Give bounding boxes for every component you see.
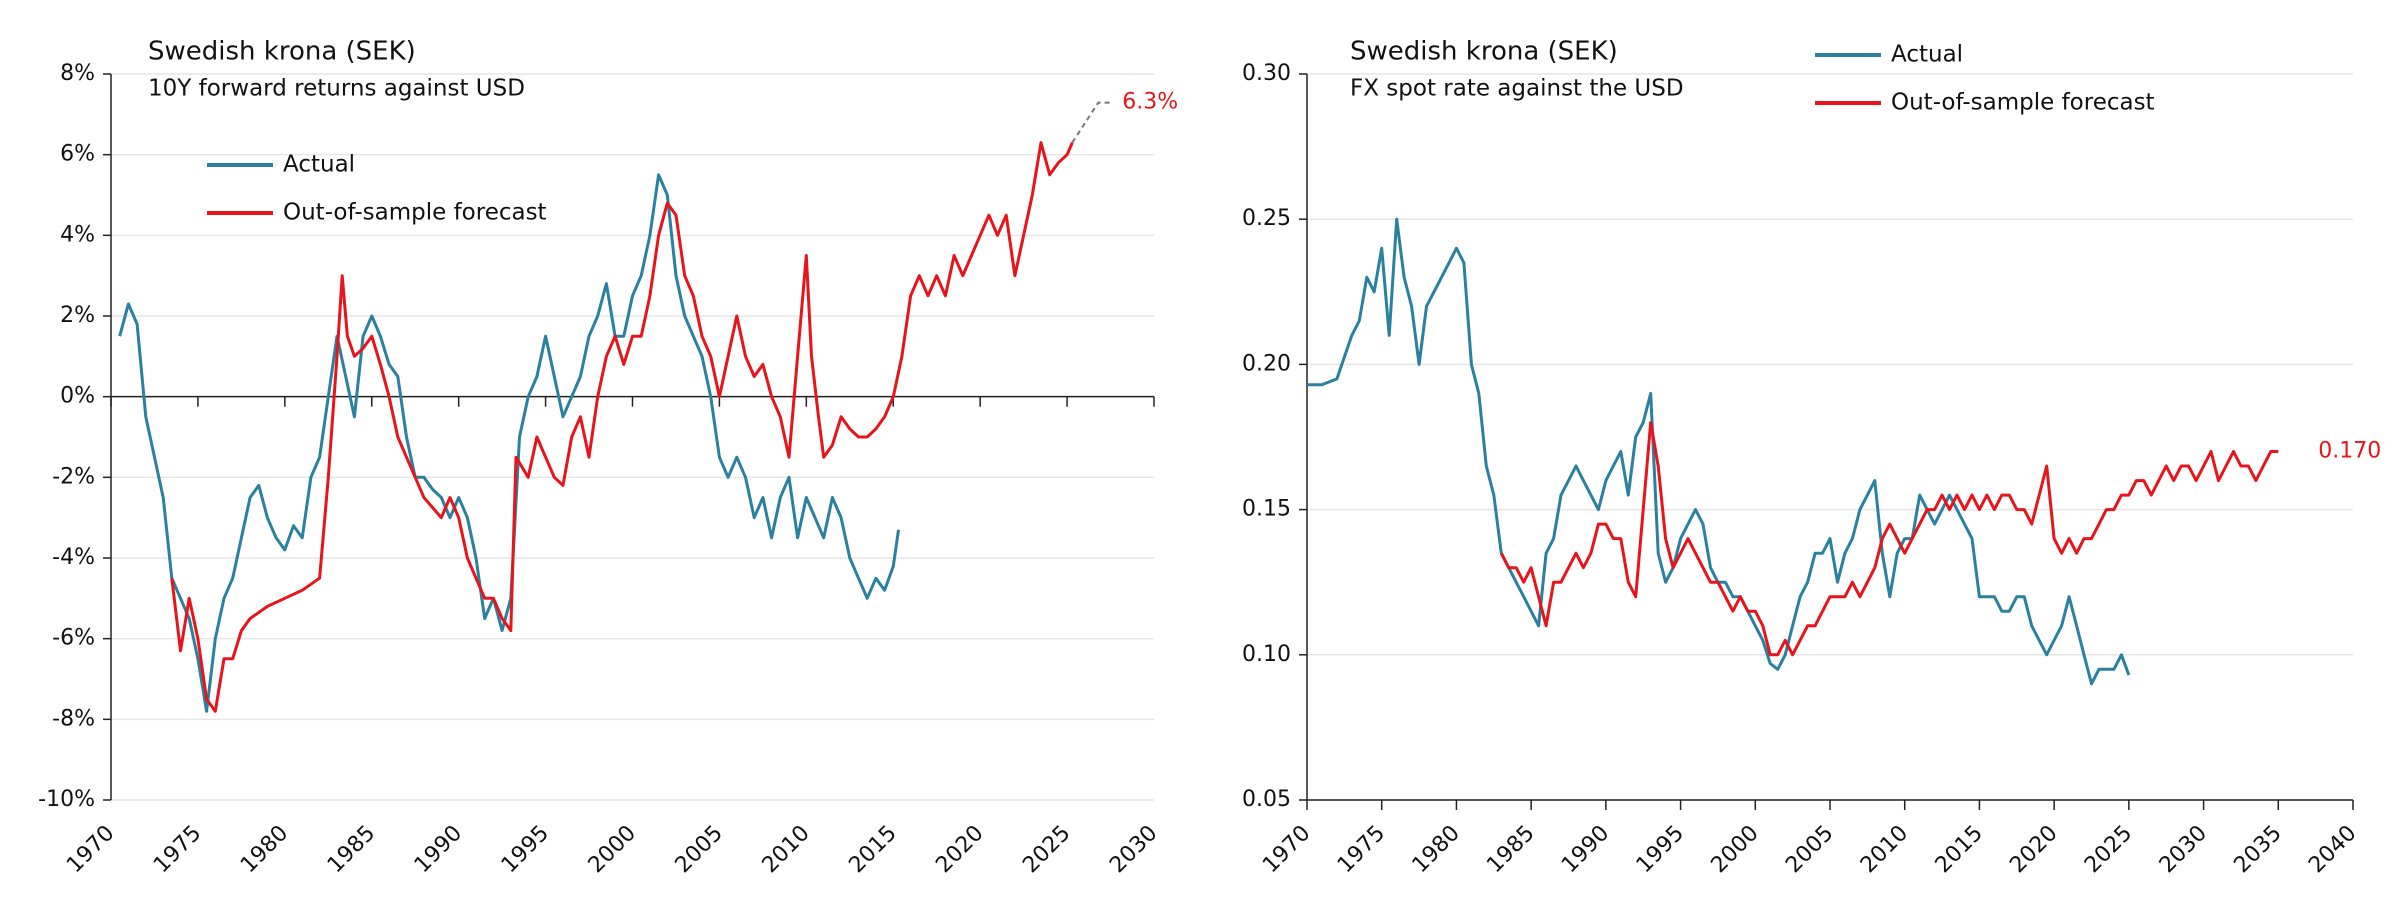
- y-tick-label: -2%: [52, 464, 95, 489]
- y-tick-label: 0.05: [1242, 787, 1291, 812]
- y-tick-label: 0.30: [1242, 61, 1291, 86]
- x-tick-label: 2000: [1706, 821, 1763, 878]
- series-line: [170, 141, 1074, 713]
- x-tick-label: 2005: [671, 821, 728, 878]
- x-tick-label: 1995: [1632, 821, 1689, 878]
- legend-label: Out-of-sample forecast: [283, 200, 547, 226]
- y-tick-label: -10%: [38, 787, 95, 812]
- x-tick-label: 1980: [1408, 821, 1465, 878]
- x-tick-label: 2030: [2155, 821, 2212, 878]
- y-tick-label: 0.25: [1242, 206, 1291, 231]
- chart-subtitle: 10Y forward returns against USD: [148, 76, 525, 102]
- x-tick-label: 1990: [1557, 821, 1614, 878]
- x-tick-label: 1990: [410, 821, 467, 878]
- x-tick-label: 2040: [2304, 821, 2361, 878]
- y-tick-label: 0.15: [1242, 497, 1291, 522]
- series-line: [118, 173, 900, 713]
- y-tick-label: -4%: [52, 545, 95, 570]
- y-tick-label: 6%: [60, 142, 95, 167]
- x-tick-label: 2005: [1781, 821, 1838, 878]
- x-tick-label: 1985: [323, 821, 380, 878]
- x-tick-label: 2020: [931, 821, 988, 878]
- series-line: [1499, 421, 2279, 657]
- x-tick-label: 2035: [2229, 821, 2286, 878]
- y-tick-label: 0%: [60, 384, 95, 409]
- annotation: 0.170: [2318, 439, 2381, 464]
- x-tick-label: 2020: [2005, 821, 2062, 878]
- x-tick-label: 1975: [1333, 821, 1390, 878]
- y-tick-label: -6%: [52, 626, 95, 651]
- y-tick-label: -8%: [52, 706, 95, 731]
- x-tick-label: 2025: [1018, 821, 1075, 878]
- x-tick-label: 2010: [758, 821, 815, 878]
- x-tick-label: 1980: [236, 821, 293, 878]
- legend-label: Actual: [1891, 42, 1963, 68]
- x-tick-label: 1995: [497, 821, 554, 878]
- x-tick-label: 2010: [1856, 821, 1913, 878]
- x-tick-label: 2000: [584, 821, 641, 878]
- y-tick-label: 0.10: [1242, 642, 1291, 667]
- x-tick-label: 1970: [1258, 821, 1315, 878]
- legend-label: Actual: [283, 152, 355, 178]
- x-tick-label: 2025: [2080, 821, 2137, 878]
- legend-label: Out-of-sample forecast: [1891, 90, 2155, 116]
- x-tick-label: 2015: [844, 821, 901, 878]
- chart-title: Swedish krona (SEK): [1350, 37, 1618, 67]
- y-tick-label: 8%: [60, 61, 95, 86]
- y-tick-label: 0.20: [1242, 351, 1291, 376]
- annotation-leader: [1071, 101, 1113, 144]
- y-tick-label: 2%: [60, 303, 95, 328]
- series-line: [1307, 217, 2131, 686]
- x-tick-label: 2015: [1931, 821, 1988, 878]
- y-tick-label: 4%: [60, 222, 95, 247]
- chart-title: Swedish krona (SEK): [148, 37, 416, 67]
- x-tick-label: 1970: [62, 821, 119, 878]
- x-tick-label: 1985: [1482, 821, 1539, 878]
- annotation: 6.3%: [1122, 90, 1178, 115]
- x-tick-label: 1975: [149, 821, 206, 878]
- chart-subtitle: FX spot rate against the USD: [1350, 76, 1684, 102]
- x-tick-label: 2030: [1105, 821, 1162, 878]
